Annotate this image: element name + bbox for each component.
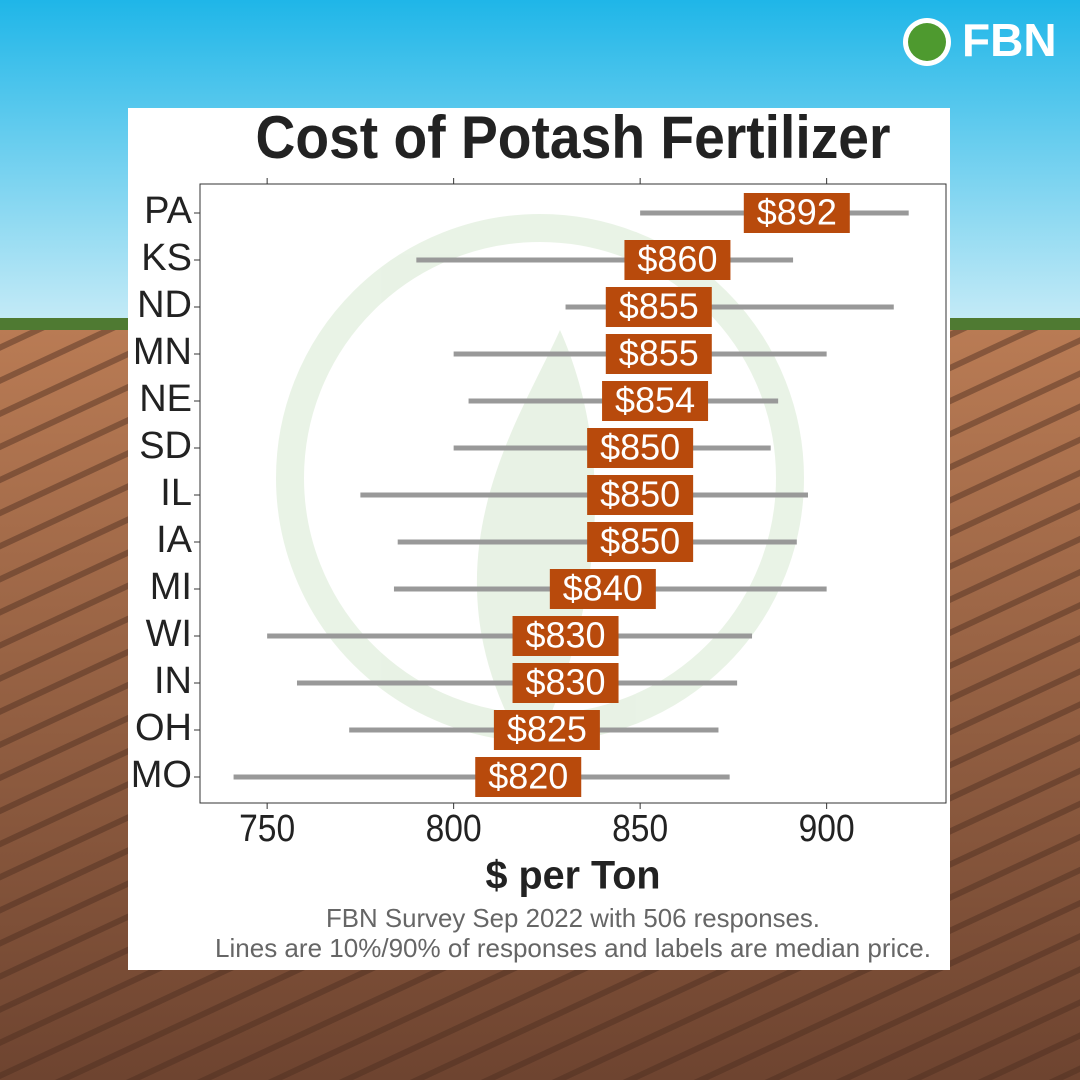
- panel: [128, 108, 950, 970]
- median-label-box: [605, 334, 712, 374]
- y-tick-label: NE: [139, 378, 192, 420]
- median-label: $854: [615, 380, 695, 421]
- logo-mark: [908, 23, 946, 61]
- median-label-box: [587, 428, 694, 468]
- median-label: $855: [619, 333, 699, 374]
- chart-title: Cost of Potash Fertilizer: [256, 104, 891, 171]
- median-label-box: [602, 381, 709, 421]
- y-tick-label: ND: [137, 284, 192, 326]
- y-tick-label: MN: [133, 331, 192, 373]
- x-axis-label: $ per Ton: [486, 854, 661, 898]
- y-tick-label: SD: [139, 425, 192, 467]
- y-tick-label: OH: [135, 707, 192, 749]
- y-tick-label: MI: [150, 566, 192, 608]
- median-label-box: [549, 569, 656, 609]
- median-label: $892: [757, 192, 837, 233]
- y-tick-label: IN: [154, 660, 192, 702]
- median-label-box: [493, 710, 600, 750]
- median-label: $830: [525, 615, 605, 656]
- y-tick-label: MO: [131, 754, 192, 796]
- median-label-box: [743, 193, 850, 233]
- note: Lines are 10%/90% of responses and label…: [215, 933, 931, 963]
- median-label-box: [587, 475, 694, 515]
- note: FBN Survey Sep 2022 with 506 responses.: [326, 903, 820, 933]
- median-label: $850: [600, 521, 680, 562]
- y-tick-label: KS: [141, 237, 192, 279]
- median-label: $825: [507, 709, 587, 750]
- x-tick-label: 850: [612, 808, 668, 850]
- median-label-box: [512, 663, 619, 703]
- median-label: $860: [637, 239, 717, 280]
- y-tick-label: IA: [156, 519, 193, 561]
- median-label: $850: [600, 427, 680, 468]
- median-label: $820: [488, 756, 568, 797]
- median-label: $855: [619, 286, 699, 327]
- median-label-box: [624, 240, 731, 280]
- y-tick-label: IL: [160, 472, 192, 514]
- median-label-box: [587, 522, 694, 562]
- x-tick-label: 800: [426, 808, 482, 850]
- x-tick-label: 900: [799, 808, 855, 850]
- logo: FBN: [903, 14, 1057, 66]
- median-label: $840: [563, 568, 643, 609]
- y-tick-label: PA: [144, 190, 193, 232]
- logo-text: FBN: [962, 14, 1057, 66]
- median-label-box: [475, 757, 582, 797]
- median-label: $830: [525, 662, 605, 703]
- plot-frame: [199, 183, 947, 804]
- median-label-box: [512, 616, 619, 656]
- y-tick-label: WI: [146, 613, 192, 655]
- median-label-box: [605, 287, 712, 327]
- x-tick-label: 750: [239, 808, 295, 850]
- median-label: $850: [600, 474, 680, 515]
